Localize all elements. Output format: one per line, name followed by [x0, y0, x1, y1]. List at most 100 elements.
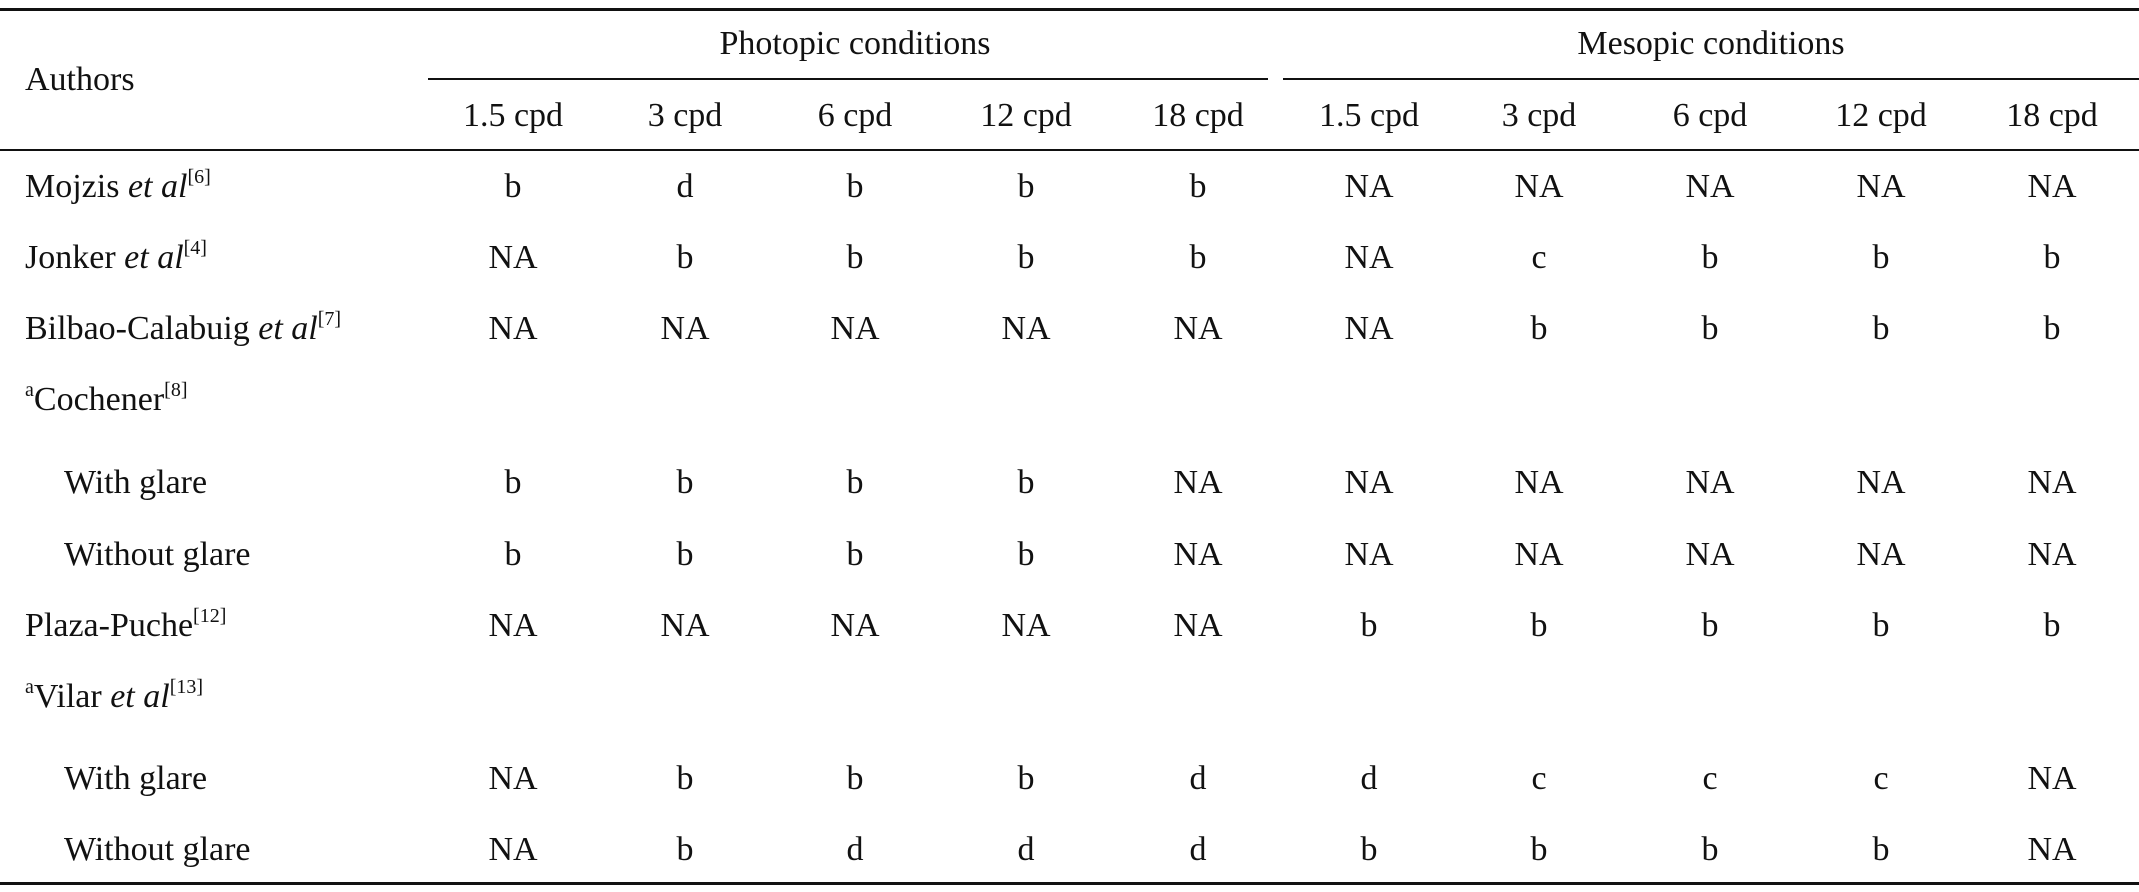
table-cell: NA: [1856, 536, 1906, 573]
table-cell: d: [1189, 831, 1207, 868]
table-cell: b: [1360, 607, 1378, 644]
table-cell: b: [1530, 607, 1548, 644]
table-cell: b: [2043, 239, 2061, 276]
table-cell: d: [846, 831, 864, 868]
table-cell: b: [2043, 607, 2061, 644]
subgroup-label: Without glare: [64, 535, 251, 575]
footnote-marker: a: [25, 379, 34, 401]
table-cell: b: [1701, 607, 1719, 644]
table-cell: NA: [1514, 536, 1564, 573]
frequency-header-cell: 12 cpd: [1835, 97, 1927, 134]
table-cell: NA: [2027, 536, 2077, 573]
table-cell: b: [1017, 239, 1035, 276]
table-cell: NA: [1856, 464, 1906, 501]
table-cell: NA: [1514, 168, 1564, 205]
table-cell: b: [1017, 464, 1035, 501]
table-cell: b: [2043, 310, 2061, 347]
author-label: Without glare: [64, 536, 251, 573]
author-name: aVilar et al[13]: [25, 677, 203, 717]
table-cell: b: [1701, 239, 1719, 276]
bottom-rule: [0, 882, 2139, 885]
table-cell: b: [1189, 239, 1207, 276]
table-cell: b: [1360, 831, 1378, 868]
table-cell: b: [504, 464, 522, 501]
table-cell: c: [1873, 760, 1889, 797]
table-cell: NA: [488, 831, 538, 868]
author-label: Plaza-Puche: [25, 607, 194, 644]
author-label: With glare: [64, 760, 208, 797]
reference-citation: [13]: [169, 676, 204, 698]
author-label: Vilar: [33, 678, 111, 715]
table-cell: b: [1189, 168, 1207, 205]
reference-citation: [4]: [183, 237, 207, 259]
reference-citation: [7]: [317, 308, 342, 330]
author-name: Jonker et al[4]: [25, 238, 207, 278]
table-cell: NA: [1344, 168, 1394, 205]
table-cell: NA: [1173, 464, 1223, 501]
table-cell: b: [1017, 168, 1035, 205]
authors-header: Authors: [25, 61, 135, 98]
table-cell: NA: [1344, 239, 1394, 276]
frequency-header-cell: 1.5 cpd: [462, 97, 564, 134]
table-cell: NA: [1344, 464, 1394, 501]
table-cell: NA: [1173, 536, 1223, 573]
table-cell: d: [1189, 760, 1207, 797]
table-cell: b: [504, 168, 522, 205]
table-cell: b: [846, 536, 864, 573]
table-cell: NA: [1856, 168, 1906, 205]
table-cell: b: [1017, 760, 1035, 797]
author-label: Without glare: [64, 831, 251, 868]
author-name: Bilbao-Calabuig et al[7]: [25, 309, 341, 349]
mesopic-group-rule: [1283, 78, 2139, 80]
mesopic-group-header: Mesopic conditions: [1577, 25, 1845, 62]
table-cell: b: [846, 464, 864, 501]
author-label: With glare: [64, 464, 208, 501]
table-cell: NA: [1685, 464, 1735, 501]
subgroup-label: With glare: [64, 463, 207, 503]
table-cell: NA: [1173, 310, 1223, 347]
table-cell: NA: [1344, 536, 1394, 573]
author-name: Plaza-Puche[12]: [25, 606, 226, 646]
table-cell: b: [1530, 310, 1548, 347]
author-name: aCochener[8]: [25, 380, 188, 420]
table-cell: NA: [1514, 464, 1564, 501]
table-cell: NA: [660, 607, 710, 644]
author-name: Mojzis et al[6]: [25, 167, 211, 207]
table-cell: NA: [830, 607, 880, 644]
top-rule: [0, 8, 2139, 11]
table-cell: NA: [1685, 536, 1735, 573]
table-cell: NA: [1001, 310, 1051, 347]
table-cell: b: [1872, 310, 1890, 347]
table-cell: NA: [2027, 464, 2077, 501]
frequency-header-cell: 1.5 cpd: [1318, 97, 1420, 134]
frequency-header-cell: 12 cpd: [980, 97, 1072, 134]
table-cell: NA: [2027, 831, 2077, 868]
table-cell: b: [504, 536, 522, 573]
et-al: et al: [127, 168, 188, 205]
table-cell: b: [676, 760, 694, 797]
frequency-header-cell: 3 cpd: [1501, 97, 1577, 134]
table-cell: NA: [488, 760, 538, 797]
table-cell: b: [676, 239, 694, 276]
frequency-header-cell: 18 cpd: [2006, 97, 2098, 134]
table-cell: b: [1872, 831, 1890, 868]
reference-citation: [6]: [187, 166, 211, 188]
header-bottom-rule: [0, 149, 2139, 151]
footnote-marker: a: [25, 676, 34, 698]
table-cell: c: [1702, 760, 1718, 797]
table-cell: NA: [1001, 607, 1051, 644]
frequency-header-cell: 18 cpd: [1152, 97, 1244, 134]
frequency-header-cell: 6 cpd: [817, 97, 893, 134]
table-cell: NA: [1344, 310, 1394, 347]
subgroup-label: With glare: [64, 759, 207, 799]
table-cell: b: [846, 168, 864, 205]
table-cell: b: [1530, 831, 1548, 868]
table-cell: b: [676, 536, 694, 573]
et-al: et al: [258, 310, 318, 347]
author-label: Cochener: [33, 381, 165, 418]
table-cell: c: [1531, 760, 1547, 797]
table-cell: NA: [2027, 168, 2077, 205]
table-cell: NA: [488, 607, 538, 644]
table-cell: NA: [488, 310, 538, 347]
